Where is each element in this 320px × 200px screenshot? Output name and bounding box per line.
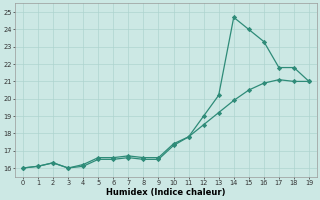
X-axis label: Humidex (Indice chaleur): Humidex (Indice chaleur) bbox=[106, 188, 226, 197]
